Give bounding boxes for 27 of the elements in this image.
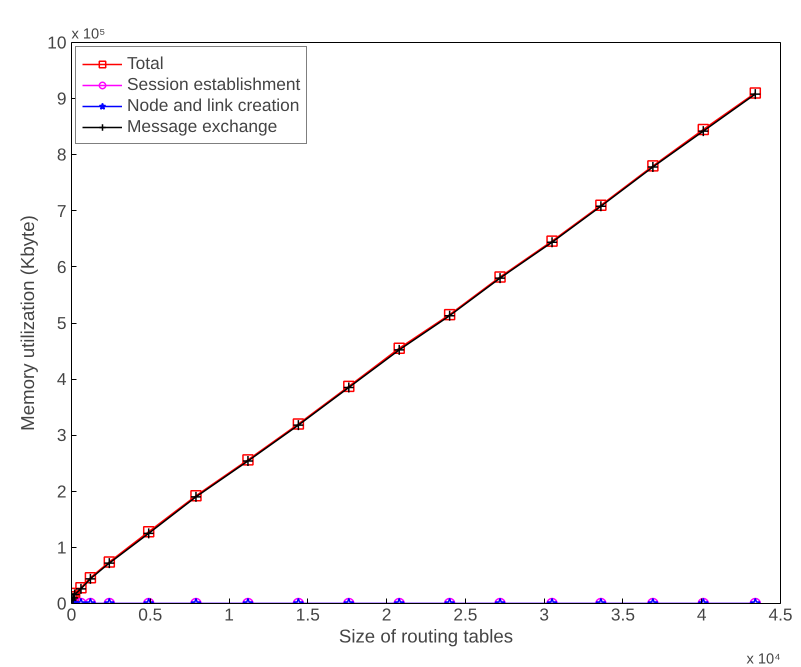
x-axis-title: Size of routing tables <box>338 626 514 646</box>
x-tick-label: 1 <box>224 604 234 624</box>
x-tick-label: 2 <box>382 604 392 624</box>
y-tick-label: 9 <box>56 88 67 109</box>
y-tick-label: 7 <box>56 200 67 221</box>
annotation: x 10⁵ <box>72 26 106 42</box>
y-tick-label: 6 <box>56 256 67 277</box>
x-tick-label: 3 <box>539 604 549 624</box>
y-tick-label: 8 <box>56 144 67 165</box>
x-tick-label: 2.5 <box>453 604 478 624</box>
y-tick-label: 2 <box>56 481 67 502</box>
x-tick-label: 0.5 <box>138 604 162 624</box>
text: x 10⁴ <box>746 652 780 667</box>
x-tick-label: 3.5 <box>610 604 635 624</box>
x-tick-label: 1.5 <box>296 604 320 624</box>
y-tick-label: 10 <box>47 32 67 52</box>
legend-label: Message exchange <box>127 116 278 137</box>
y-tick-label: 3 <box>56 425 67 446</box>
legend-label: Total <box>127 53 164 74</box>
y-tick-label: 5 <box>56 313 67 333</box>
legend-label: Node and link creation <box>127 95 300 116</box>
y-tick-label: 4 <box>56 369 67 390</box>
x-tick-label: 4.5 <box>768 604 793 624</box>
legend-label: Session establishment <box>127 74 300 95</box>
y-tick-label: 1 <box>56 537 67 558</box>
x-tick-label: 4 <box>696 604 707 624</box>
y-axis-title: Memory utilization (Kbyte) <box>17 215 38 431</box>
